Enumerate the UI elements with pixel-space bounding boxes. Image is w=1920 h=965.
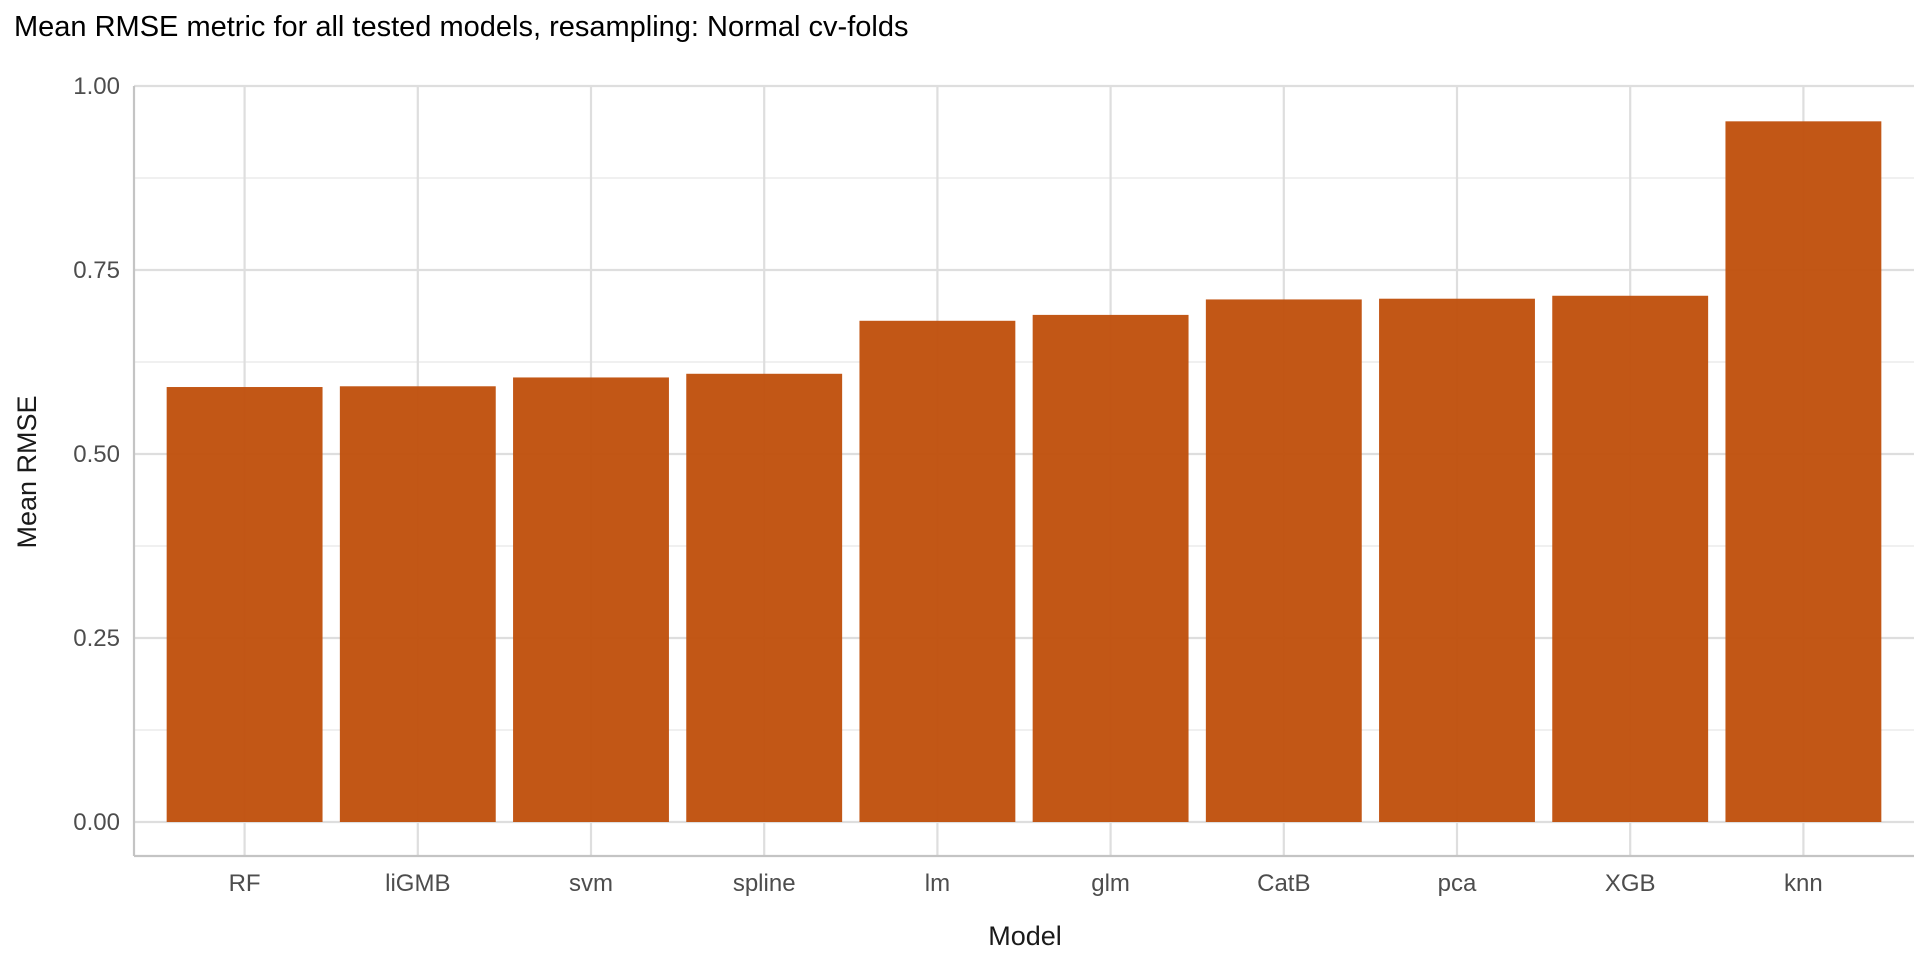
x-tick-label: lm (925, 870, 950, 897)
y-tick-labels: 0.00 0.25 0.50 0.75 1.00 (73, 73, 120, 836)
x-axis-title: Model (988, 921, 1062, 951)
y-tick-label: 0.25 (73, 625, 120, 652)
x-tick-labels: RF liGMB svm spline lm glm CatB pca XGB knn (229, 870, 1823, 897)
bar-ligmb (339, 386, 496, 822)
bar-xgb (1552, 295, 1709, 822)
x-tick-label: XGB (1605, 870, 1656, 897)
y-tick-label: 0.50 (73, 441, 120, 468)
axes (132, 86, 1914, 858)
bars (166, 121, 1882, 823)
bar-rf (166, 387, 323, 822)
x-tick-label: liGMB (385, 870, 450, 897)
y-tick-label: 0.75 (73, 257, 120, 284)
bar-pca (1379, 298, 1535, 823)
bar-spline (686, 373, 843, 822)
x-tick-label: pca (1438, 870, 1477, 897)
x-tick-label: knn (1784, 870, 1823, 897)
bar-knn (1725, 121, 1882, 822)
x-tick-label: glm (1091, 870, 1130, 897)
bar-glm (1032, 314, 1189, 822)
x-tick-label: spline (733, 870, 796, 897)
x-tick-label: svm (569, 870, 613, 897)
x-tick-label: RF (229, 870, 261, 897)
x-tick-label: CatB (1257, 870, 1310, 897)
bar-lm (859, 320, 1016, 822)
bar-catb (1205, 299, 1362, 822)
y-axis-title: Mean RMSE (12, 395, 42, 548)
chart-title: Mean RMSE metric for all tested models, … (14, 11, 908, 43)
y-tick-label: 0.00 (73, 809, 120, 836)
bar-svm (513, 377, 669, 822)
y-tick-label: 1.00 (73, 73, 120, 100)
